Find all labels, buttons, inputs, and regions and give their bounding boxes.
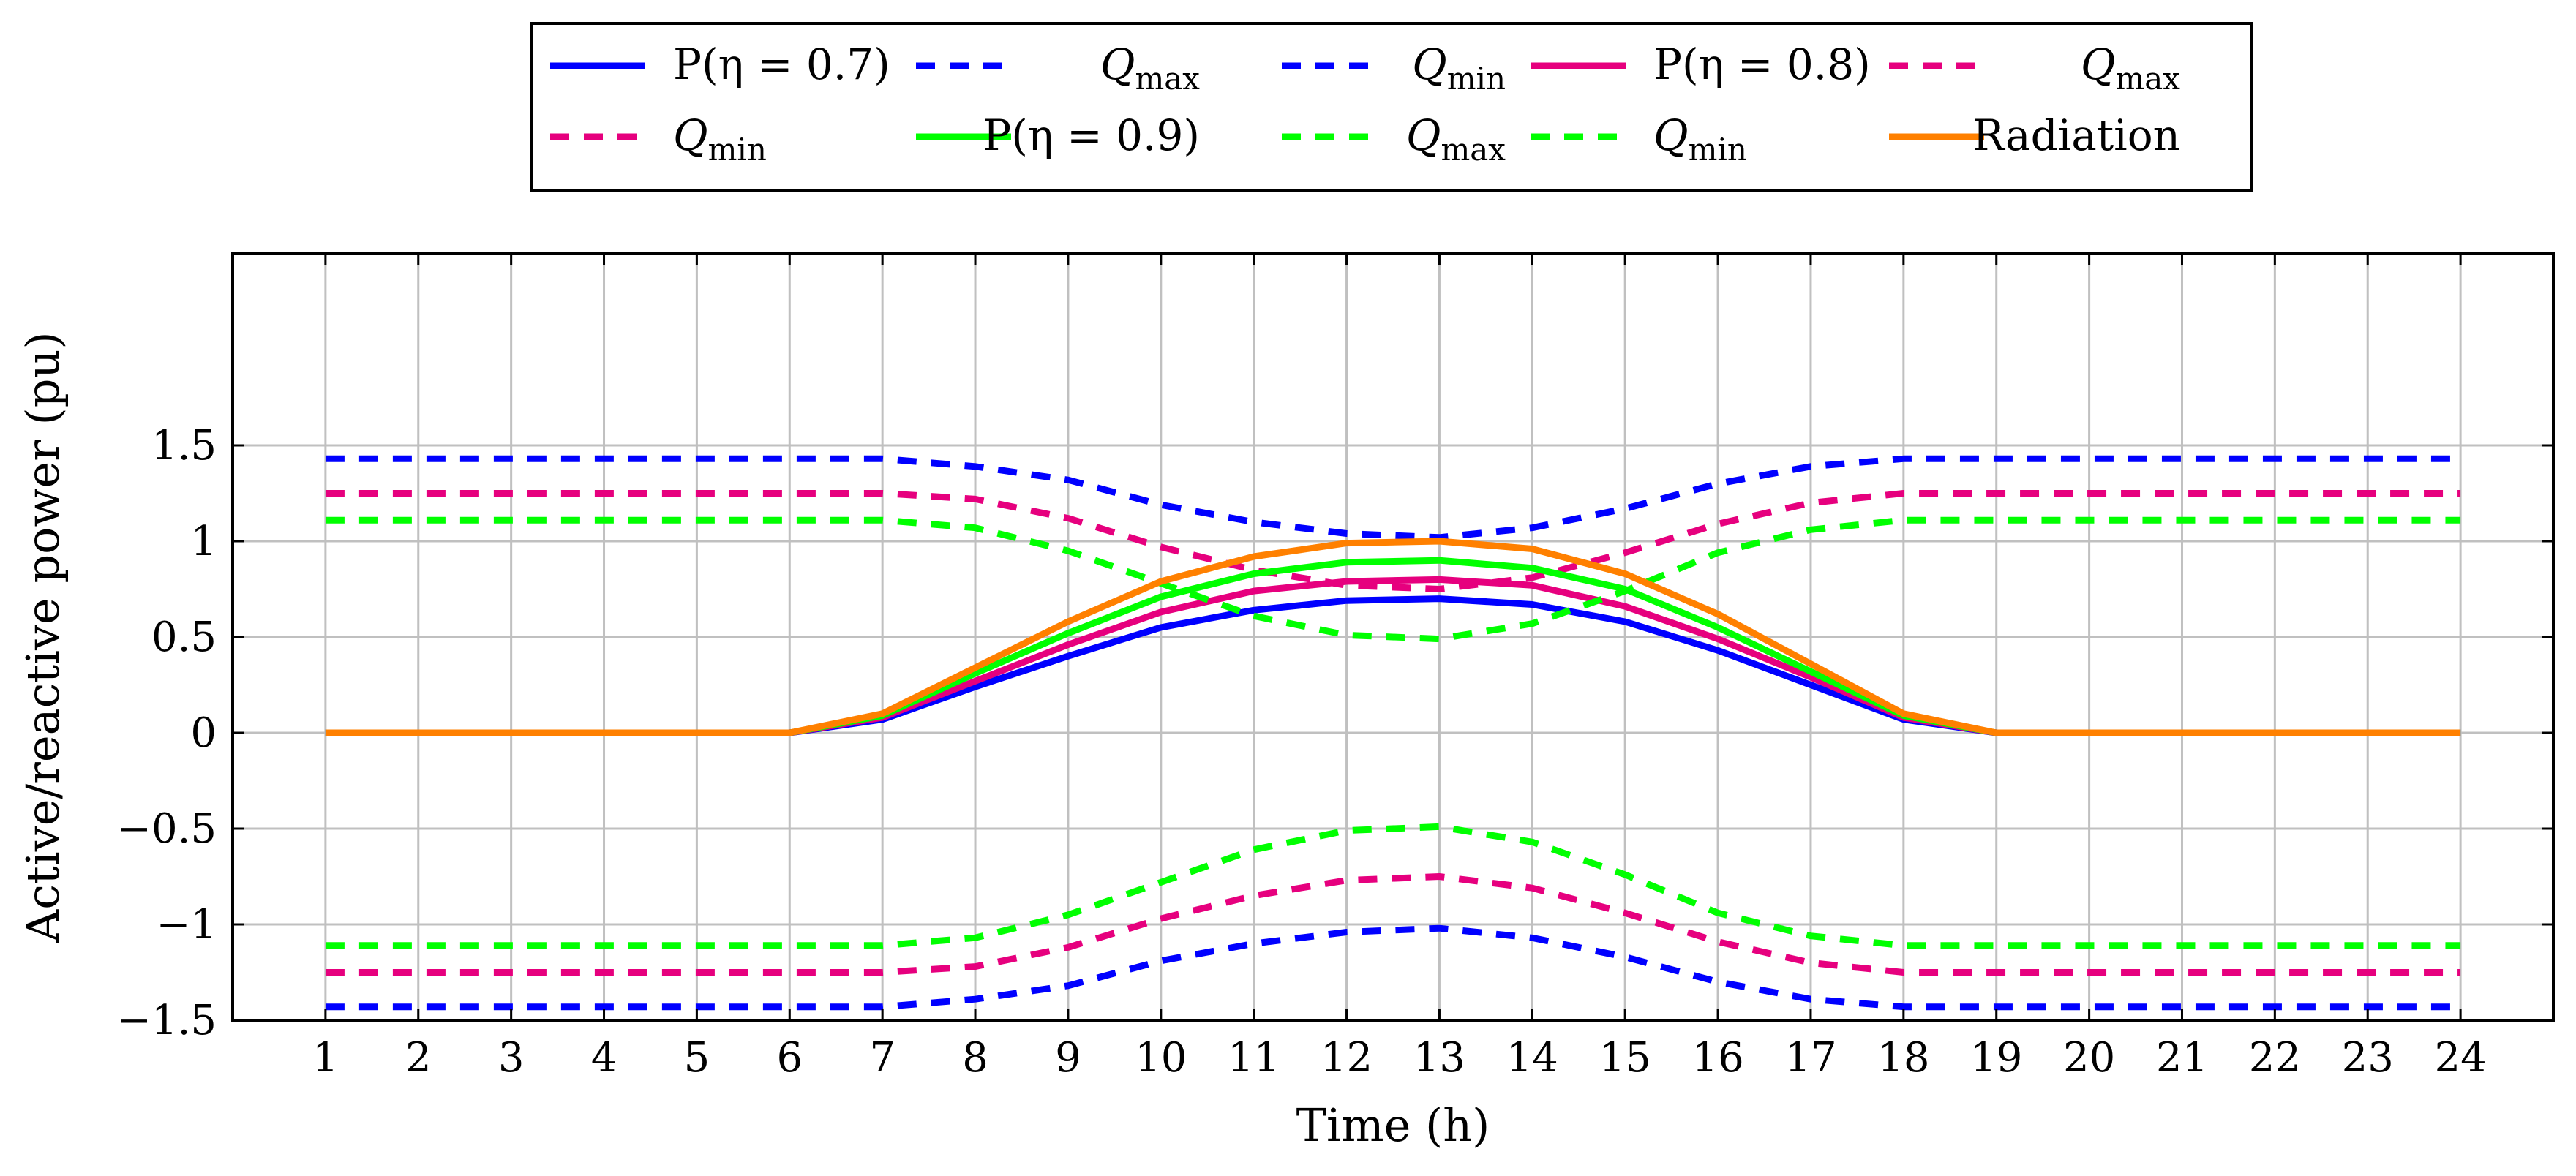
series-lines [325, 455, 2461, 1011]
x-tick-label: 15 [1599, 1034, 1651, 1082]
y-tick-label: −0.5 [117, 805, 217, 853]
legend-label-8: Qmax [1406, 110, 1506, 167]
x-tick-label: 13 [1413, 1034, 1465, 1082]
y-tick-label: −1 [156, 901, 217, 949]
series-line-5 [325, 490, 2461, 592]
x-tick-label: 11 [1228, 1034, 1280, 1082]
x-tick-label: 8 [962, 1034, 988, 1082]
x-tick-label: 18 [1877, 1034, 1929, 1082]
x-tick-label: 20 [2063, 1034, 2115, 1082]
series-line-10 [325, 538, 2461, 736]
x-tick-label: 7 [869, 1034, 895, 1082]
x-tick-label: 3 [498, 1034, 525, 1082]
x-tick-label: 23 [2342, 1034, 2394, 1082]
legend-label-1: P(η = 0.7) [673, 39, 890, 89]
grid [233, 254, 2553, 1022]
legend-label-9: Qmin [1653, 110, 1747, 167]
series-line-3 [325, 924, 2461, 1011]
x-tick-label: 4 [591, 1034, 617, 1082]
x-axis-label: Time (h) [1296, 1098, 1490, 1152]
x-tick-label: 6 [776, 1034, 803, 1082]
x-tick-label: 17 [1784, 1034, 1836, 1082]
legend-label-5: Qmax [2081, 39, 2180, 97]
x-tick-label: 5 [684, 1034, 710, 1082]
x-tick-label: 19 [1970, 1034, 2022, 1082]
x-tick-label: 12 [1321, 1034, 1373, 1082]
x-tick-label: 10 [1135, 1034, 1187, 1082]
legend: P(η = 0.7) Qmax Qmin P(η = 0.8) Qmax Qmin P(η … [530, 22, 2253, 192]
series-line-9 [325, 823, 2461, 949]
y-axis-label: Active/reactive power (pu) [16, 331, 70, 943]
y-tick-label: 0.5 [151, 614, 217, 661]
legend-box [530, 22, 2253, 192]
axis-ticks: 1 2 3 4 5 6 7 8 9 10 11 12 13 14 15 16 17 18 19 20 21 22 23 24−… [117, 254, 2553, 1082]
series-line-6 [325, 873, 2461, 976]
y-tick-label: 1.5 [151, 422, 217, 470]
x-tick-label: 21 [2156, 1034, 2208, 1082]
legend-label-10: Radiation [1972, 110, 2180, 160]
y-tick-label: 0 [190, 709, 217, 757]
x-tick-label: 16 [1691, 1034, 1743, 1082]
y-tick-label: −1.5 [117, 997, 217, 1044]
x-tick-label: 9 [1055, 1034, 1081, 1082]
legend-label-4: P(η = 0.8) [1653, 39, 1871, 89]
legend-label-2: Qmax [1100, 39, 1200, 97]
series-line-8 [325, 516, 2461, 643]
x-tick-label: 22 [2249, 1034, 2301, 1082]
x-tick-label: 2 [405, 1034, 432, 1082]
y-tick-label: 1 [190, 518, 217, 565]
x-tick-label: 1 [312, 1034, 339, 1082]
series-line-2 [325, 455, 2461, 541]
legend-label-6: Qmin [673, 110, 767, 167]
x-tick-label: 14 [1506, 1034, 1558, 1082]
legend-label-3: Qmin [1412, 39, 1506, 97]
legend-label-7: P(η = 0.9) [983, 110, 1200, 160]
x-tick-label: 24 [2434, 1034, 2486, 1082]
